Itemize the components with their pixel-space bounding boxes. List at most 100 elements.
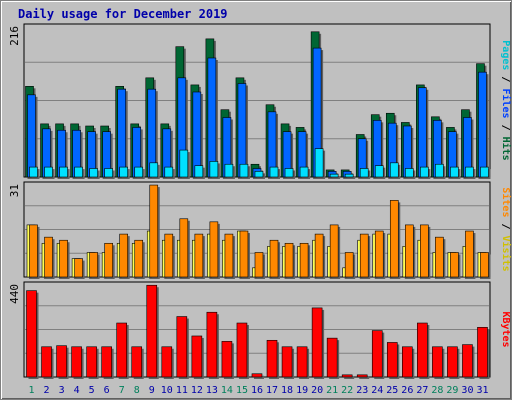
x-tick-label: 24 — [371, 385, 383, 396]
sites-bar — [420, 224, 429, 278]
kbytes-bar — [326, 337, 338, 378]
pages-bar — [389, 162, 399, 178]
x-tick-label: 19 — [296, 385, 308, 396]
kbytes-bar — [462, 344, 473, 378]
x-tick-label: 7 — [119, 385, 125, 396]
kbytes-bar — [251, 373, 263, 378]
pages-bar — [299, 166, 309, 178]
x-tick-label: 4 — [74, 385, 80, 396]
hits-panel-legend-item: / — [500, 119, 511, 137]
sites-bar — [164, 233, 174, 278]
pages-bar — [374, 165, 384, 178]
x-tick-label: 5 — [89, 385, 95, 396]
kbytes-bar — [41, 346, 52, 378]
kbytes-panel-ymax-label: 440 — [8, 284, 21, 304]
pages-bar — [104, 168, 113, 178]
pages-bar — [29, 166, 38, 178]
sites-bar — [329, 224, 339, 278]
kbytes-bar — [116, 322, 127, 378]
sites-bar — [465, 230, 474, 278]
hits-panel-legend-item: Hits — [500, 137, 512, 161]
x-tick-label: 16 — [251, 385, 263, 396]
kbytes-bar — [402, 346, 413, 378]
pages-bar — [194, 165, 204, 178]
sites-bar — [284, 242, 294, 278]
pages-bar — [89, 168, 98, 178]
files-bar — [27, 94, 36, 178]
kbytes-bar — [221, 341, 233, 378]
kbytes-bar-shadow — [359, 376, 370, 379]
x-tick-label: 1 — [29, 385, 35, 396]
kbytes-panel-legend: KBytes — [500, 311, 511, 347]
x-tick-label: 20 — [311, 385, 323, 396]
sites-bar — [134, 239, 144, 278]
sites-bar — [359, 233, 369, 278]
sites-bar — [74, 258, 83, 278]
sites-bar — [435, 236, 444, 278]
pages-bar — [420, 166, 429, 178]
files-bar — [237, 83, 247, 178]
sites-bar — [344, 252, 354, 278]
pages-bar — [59, 166, 68, 178]
x-tick-label: 26 — [401, 385, 413, 396]
sites-bar — [89, 252, 98, 278]
kbytes-bar — [296, 346, 308, 378]
sites-bar — [374, 230, 384, 278]
x-tick-label: 27 — [416, 385, 428, 396]
x-tick-label: 23 — [356, 385, 368, 396]
pages-bar — [465, 166, 474, 178]
hits-panel-legend: Pages / Files / Hits — [500, 40, 512, 160]
x-tick-label: 18 — [281, 385, 293, 396]
sites-bar — [389, 200, 399, 278]
kbytes-panel-legend-item: KBytes — [500, 311, 511, 347]
kbytes-bar — [86, 346, 97, 378]
kbytes-bar — [356, 374, 368, 378]
sites-bar — [119, 233, 128, 278]
kbytes-bar — [386, 342, 398, 378]
kbytes-bar — [417, 322, 428, 378]
x-tick-label: 15 — [236, 385, 248, 396]
pages-bar — [450, 166, 459, 178]
pages-bar — [269, 166, 279, 178]
sites-panel-legend-item: Sites — [500, 187, 512, 217]
kbytes-bar — [311, 307, 323, 378]
x-tick-label: 9 — [149, 385, 155, 396]
kbytes-bar — [371, 330, 383, 378]
pages-bar — [164, 166, 174, 178]
sites-bar — [450, 252, 459, 278]
x-tick-label: 6 — [104, 385, 110, 396]
sites-bar — [405, 224, 414, 278]
pages-bar — [209, 161, 219, 178]
files-bar — [207, 57, 217, 178]
x-tick-label: 31 — [476, 385, 488, 396]
sites-bar — [59, 239, 68, 278]
pages-bar — [284, 168, 294, 178]
x-tick-label: 14 — [221, 385, 233, 396]
kbytes-bar-shadow — [253, 375, 264, 379]
kbytes-bar — [176, 316, 188, 378]
pages-bar — [239, 163, 249, 178]
sites-panel-legend-item: / — [500, 217, 511, 235]
sites-bar — [29, 224, 38, 278]
pages-bar — [329, 173, 339, 178]
files-bar — [117, 88, 126, 178]
kbytes-bar — [236, 322, 248, 378]
pages-bar — [254, 171, 264, 178]
sites-bar — [269, 239, 279, 278]
hits-panel-ymax-label: 216 — [8, 26, 21, 46]
files-bar — [192, 91, 202, 178]
x-tick-label: 30 — [461, 385, 473, 396]
pages-bar — [224, 163, 234, 178]
sites-bar — [254, 252, 264, 278]
sites-panel-legend: Sites / Visits — [500, 187, 512, 271]
sites-panel-legend-item: Visits — [500, 236, 512, 272]
kbytes-bar — [281, 346, 293, 378]
kbytes-bar-shadow — [344, 376, 355, 379]
x-tick-label: 3 — [59, 385, 65, 396]
pages-bar — [314, 148, 324, 178]
pages-bar — [134, 166, 144, 178]
sites-bar — [314, 233, 324, 278]
hits-panel-legend-item: / — [500, 70, 511, 88]
pages-bar — [405, 168, 414, 178]
